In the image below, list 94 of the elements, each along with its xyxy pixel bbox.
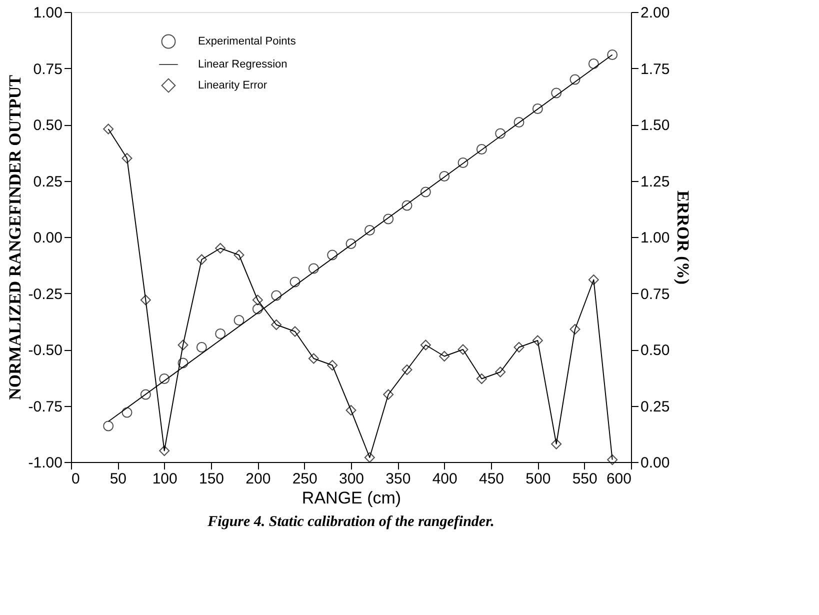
point <box>383 214 394 224</box>
point <box>196 342 207 352</box>
point <box>532 335 543 346</box>
y2-tick-label: 1.00 <box>640 230 670 246</box>
y-axis-title: NORMALIZED RANGEFINDER OUTPUT <box>5 74 24 400</box>
point <box>327 250 338 260</box>
x-tick-label: 450 <box>478 470 504 488</box>
y-tick-label: -1.00 <box>28 454 62 472</box>
point <box>271 290 282 301</box>
point <box>588 274 599 285</box>
point <box>439 351 450 362</box>
point <box>122 407 132 418</box>
point <box>570 74 580 85</box>
point <box>439 171 450 182</box>
point <box>252 304 263 314</box>
point <box>532 104 543 114</box>
point <box>234 315 244 326</box>
y-tick-label: -0.75 <box>28 398 62 416</box>
point <box>103 124 114 134</box>
point <box>308 353 319 364</box>
y-tick-label: 1.00 <box>33 4 62 22</box>
point <box>271 320 282 330</box>
point <box>215 328 226 339</box>
y-tick-label: 0.50 <box>33 117 62 134</box>
x-tick-label: 400 <box>432 470 458 488</box>
point <box>140 389 151 400</box>
point <box>327 360 338 370</box>
point <box>159 374 170 384</box>
x-tick-label: 500 <box>526 470 551 488</box>
point <box>420 186 431 198</box>
point <box>514 342 524 352</box>
x-tick-label: 200 <box>246 470 271 488</box>
y-tick-label: -0.25 <box>28 286 62 303</box>
y2-axis-title: ERROR (%) <box>674 190 693 284</box>
y-tick-label: 0.75 <box>33 60 62 78</box>
point <box>122 153 132 164</box>
point <box>178 340 188 350</box>
point <box>178 358 188 368</box>
point <box>476 144 487 154</box>
y-tick-label: -0.50 <box>28 342 62 359</box>
point <box>140 294 151 306</box>
point <box>252 294 263 306</box>
point <box>308 263 319 274</box>
point <box>551 438 562 450</box>
point <box>495 366 506 378</box>
y2-tick-label: 0.00 <box>640 454 670 472</box>
point <box>420 340 431 350</box>
point <box>364 225 375 236</box>
x-axis-title: RANGE (cm) <box>302 488 402 508</box>
point <box>290 276 300 288</box>
x-tick-label: 150 <box>198 470 224 488</box>
legend-label: Linearity Error <box>198 80 268 92</box>
point <box>346 405 356 416</box>
point <box>364 452 375 463</box>
y2-tick-label: 2.00 <box>640 4 670 22</box>
legend-label: Linear Regression <box>198 58 288 70</box>
point <box>458 158 468 168</box>
point <box>588 58 599 69</box>
y2-tick-label: 0.50 <box>640 342 670 359</box>
point <box>402 200 412 211</box>
x-tick-label: 0 <box>72 470 80 488</box>
point <box>514 117 524 128</box>
point <box>159 446 170 456</box>
y2-tick-label: 1.50 <box>640 117 670 134</box>
point <box>458 344 468 355</box>
point <box>607 454 618 465</box>
point <box>402 364 412 375</box>
x-tick-label: 100 <box>152 470 178 488</box>
point <box>215 243 226 254</box>
point <box>570 324 580 334</box>
point <box>551 88 562 98</box>
point <box>383 389 394 400</box>
point <box>346 238 356 249</box>
legend-label: Experimental Points <box>198 36 296 48</box>
x-tick-label: 50 <box>110 470 127 488</box>
y2-tick-label: 0.25 <box>640 398 670 416</box>
y-tick-label: 0.25 <box>33 173 62 190</box>
x-tick-label: 550 <box>572 470 598 488</box>
point <box>495 128 506 139</box>
point <box>290 326 300 337</box>
y2-tick-label: 1.75 <box>640 60 670 78</box>
y2-tick-label: 0.75 <box>640 286 670 303</box>
point <box>103 420 114 432</box>
y-tick-label: 0.00 <box>33 230 62 246</box>
point <box>607 50 618 60</box>
x-tick-label: 250 <box>292 470 318 488</box>
point <box>196 254 207 265</box>
x-tick-label: 350 <box>386 470 411 488</box>
point <box>234 250 244 260</box>
x-tick-label: 300 <box>338 470 364 488</box>
x-tick-label: 600 <box>606 470 632 488</box>
y2-tick-label: 1.25 <box>640 173 670 190</box>
text: Figure 4. Static calibration of the rangefinder. <box>206 514 494 530</box>
point <box>476 374 487 384</box>
